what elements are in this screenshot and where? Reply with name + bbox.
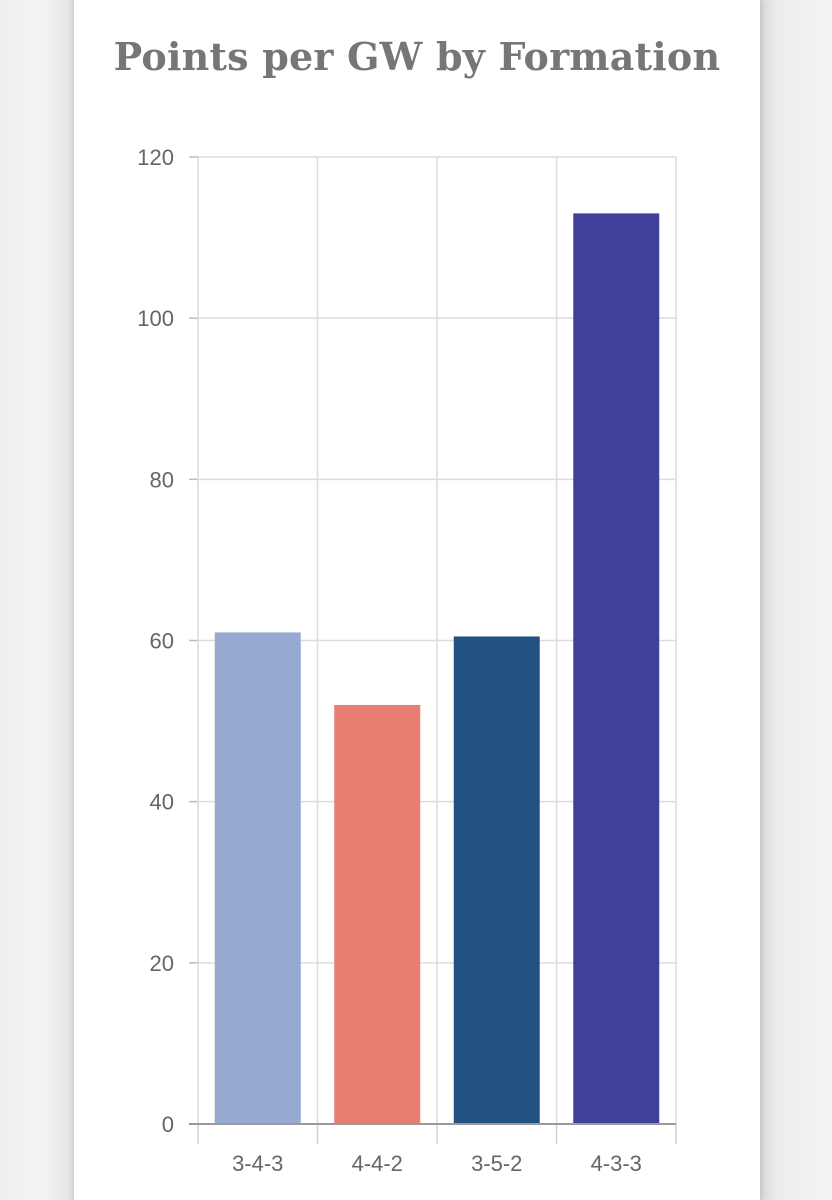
background-left bbox=[0, 0, 74, 1200]
y-tick-label: 20 bbox=[150, 951, 174, 976]
y-tick-label: 80 bbox=[150, 467, 174, 492]
chart-title: Points per GW by Formation bbox=[113, 34, 721, 79]
bar-4-3-3 bbox=[573, 213, 660, 1125]
x-tick-label: 3-5-2 bbox=[471, 1151, 522, 1176]
x-tick-label: 4-4-2 bbox=[352, 1151, 403, 1176]
background-right bbox=[760, 0, 832, 1200]
x-tick-label: 3-4-3 bbox=[232, 1151, 283, 1176]
y-tick-label: 120 bbox=[137, 145, 174, 170]
y-tick-label: 40 bbox=[150, 790, 174, 815]
y-tick-label: 100 bbox=[137, 306, 174, 331]
bar-3-5-2 bbox=[453, 636, 540, 1124]
y-tick-label: 60 bbox=[150, 629, 174, 654]
x-tick-label: 4-3-3 bbox=[591, 1151, 642, 1176]
y-tick-label: 0 bbox=[162, 1112, 174, 1137]
bar-4-4-2 bbox=[334, 704, 421, 1124]
bar-chart: 0 20 40 60 80 100 120 3-4-3 4-4-2 3-5-2 4-3-3 bbox=[137, 145, 677, 1176]
bar-3-4-3 bbox=[214, 632, 301, 1124]
chart-card: Points per GW by Formation 0 20 40 60 80 100 1… bbox=[74, 0, 760, 1200]
